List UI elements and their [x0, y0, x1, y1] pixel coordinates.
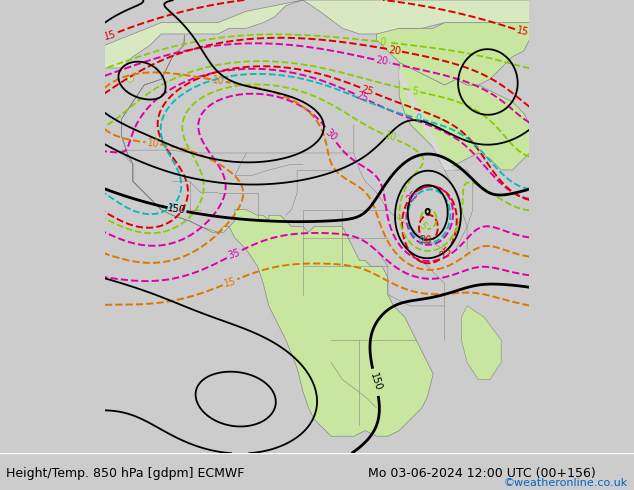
- Polygon shape: [377, 23, 529, 85]
- Polygon shape: [122, 35, 433, 436]
- Text: 30: 30: [323, 127, 339, 143]
- Text: 150: 150: [167, 203, 187, 216]
- Text: 5: 5: [411, 86, 418, 97]
- Text: 10: 10: [146, 138, 159, 149]
- Text: 0: 0: [380, 37, 387, 47]
- Text: 10: 10: [212, 75, 225, 86]
- Circle shape: [127, 75, 133, 82]
- Polygon shape: [462, 306, 501, 380]
- Text: 15: 15: [103, 29, 117, 42]
- Text: ©weatheronline.co.uk: ©weatheronline.co.uk: [503, 478, 628, 488]
- Text: Height/Temp. 850 hPa [gdpm] ECMWF: Height/Temp. 850 hPa [gdpm] ECMWF: [6, 467, 245, 480]
- Text: 20: 20: [419, 235, 432, 246]
- Polygon shape: [399, 68, 456, 170]
- Text: 20: 20: [375, 55, 389, 67]
- Text: Mo 03-06-2024 12:00 UTC (00+156): Mo 03-06-2024 12:00 UTC (00+156): [368, 467, 595, 480]
- Text: 15: 15: [515, 25, 529, 38]
- Polygon shape: [399, 62, 529, 170]
- Text: 25: 25: [354, 91, 369, 104]
- Text: 20: 20: [388, 45, 401, 56]
- Text: 150: 150: [368, 372, 383, 392]
- Text: 35: 35: [226, 247, 242, 261]
- Text: 15: 15: [223, 276, 237, 289]
- Text: 0: 0: [413, 113, 422, 124]
- Text: 25: 25: [360, 84, 375, 97]
- Text: 0: 0: [415, 235, 425, 246]
- Text: 5: 5: [417, 220, 428, 231]
- Text: 25: 25: [404, 189, 421, 204]
- Text: 25: 25: [438, 245, 454, 261]
- Polygon shape: [105, 0, 529, 68]
- Text: 10: 10: [383, 131, 398, 144]
